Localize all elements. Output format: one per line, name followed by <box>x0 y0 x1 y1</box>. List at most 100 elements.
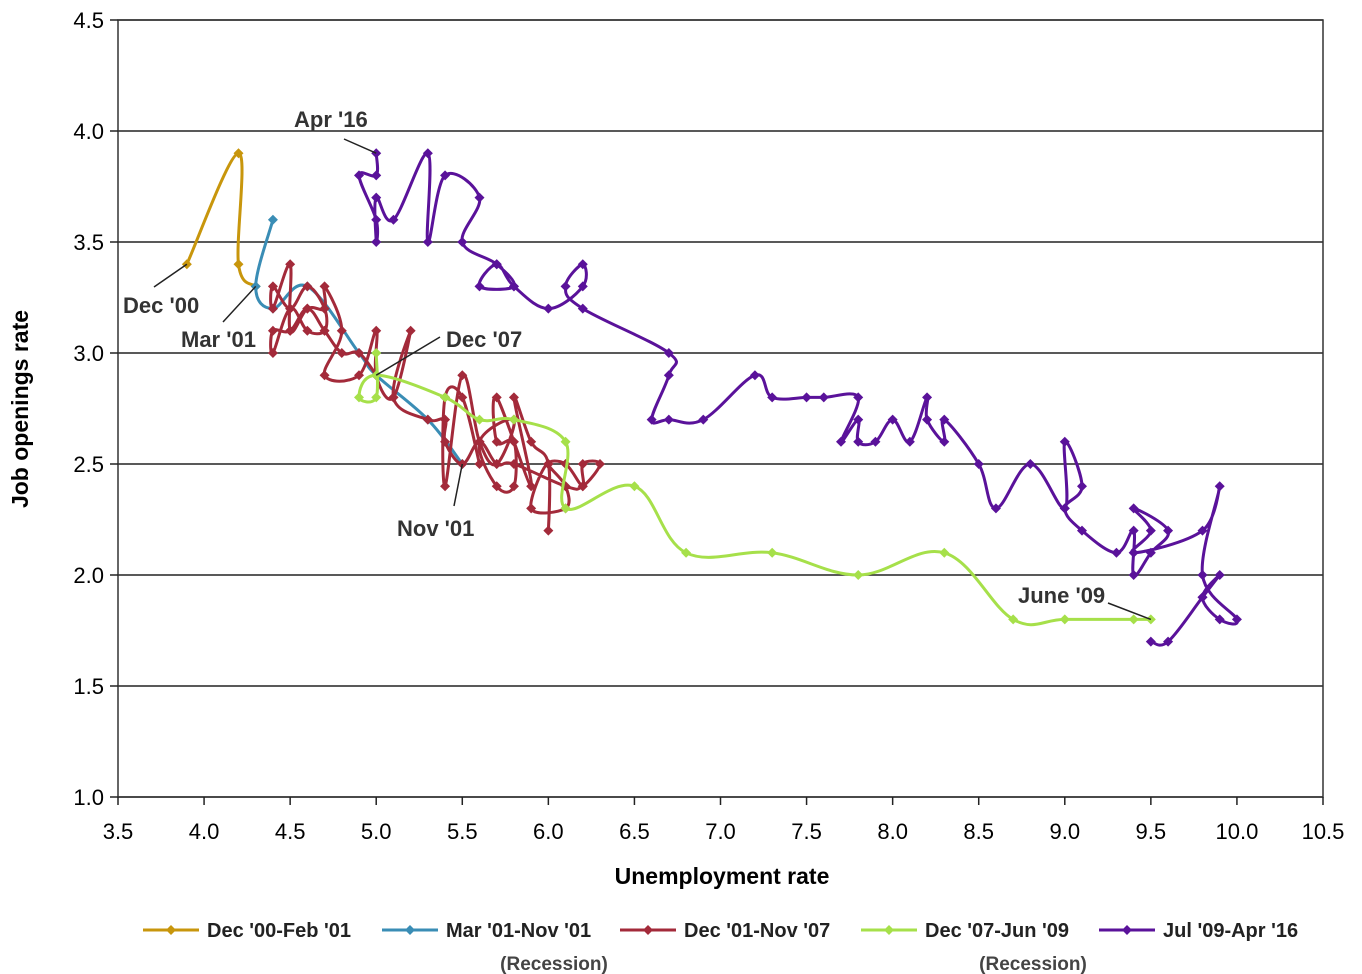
legend-swatch-marker <box>884 925 894 935</box>
data-point-marker <box>1128 547 1139 558</box>
data-point-marker <box>853 436 864 447</box>
data-point-marker <box>1197 525 1208 536</box>
x-tick-label: 4.0 <box>189 819 220 844</box>
x-axis: 3.5 4.0 4.5 5.0 5.5 6.0 6.5 7.0 7.5 8.0 8.5 9.0 9.5 1… <box>103 797 1344 844</box>
data-point-marker <box>440 436 451 447</box>
data-point-marker <box>267 281 278 292</box>
data-point-marker <box>1214 570 1225 580</box>
data-point-marker <box>767 392 778 403</box>
data-point-marker <box>1077 481 1087 492</box>
data-point-marker <box>371 392 382 403</box>
data-point-marker <box>302 325 313 336</box>
data-point-marker <box>577 303 588 314</box>
data-point-marker <box>1059 614 1070 625</box>
data-point-marker <box>405 325 416 336</box>
data-point-marker <box>371 192 382 203</box>
data-point-marker <box>681 547 692 558</box>
data-point-marker <box>422 414 433 425</box>
data-point-marker <box>319 325 330 336</box>
data-point-marker <box>595 459 605 469</box>
data-point-marker <box>1128 503 1139 514</box>
legend-item: Jul '09-Apr '16 <box>1099 920 1298 942</box>
y-tick-label: 2.0 <box>73 563 104 588</box>
annotation-label: Dec '07 <box>446 327 522 352</box>
data-point-marker <box>801 392 812 403</box>
data-point-marker <box>577 259 588 270</box>
data-point-marker <box>1059 436 1070 447</box>
data-point-marker <box>457 392 468 403</box>
legend-item: Mar '01-Nov '01 (Recession) <box>382 920 608 974</box>
data-point-marker <box>457 370 468 381</box>
gridlines <box>118 19 1323 798</box>
data-point-marker <box>1197 570 1208 580</box>
legend-swatch-marker <box>166 925 176 935</box>
data-point-marker <box>1128 614 1139 625</box>
data-point-marker <box>422 148 433 159</box>
series-line <box>269 262 602 533</box>
data-point-marker <box>560 503 571 514</box>
legend-swatch-marker <box>405 925 415 935</box>
data-point-marker <box>302 303 313 314</box>
data-point-marker <box>629 481 640 492</box>
y-tick-label: 1.5 <box>73 674 104 699</box>
data-point-marker <box>354 348 364 358</box>
data-point-marker <box>1145 636 1156 647</box>
data-point-marker <box>491 459 502 469</box>
y-tick-label: 1.0 <box>73 785 104 810</box>
x-tick-label: 5.0 <box>361 819 392 844</box>
data-point-marker <box>922 392 933 403</box>
x-tick-label: 9.0 <box>1049 819 1080 844</box>
data-point-marker <box>560 281 571 292</box>
annotation-leader <box>153 263 188 288</box>
data-point-marker <box>285 303 296 314</box>
data-point-marker <box>440 392 451 403</box>
series-3 <box>267 259 605 536</box>
x-tick-label: 5.5 <box>447 819 478 844</box>
data-point-marker <box>853 570 864 580</box>
data-point-marker <box>371 348 382 358</box>
data-point-marker <box>1145 547 1156 558</box>
data-point-marker <box>371 170 382 181</box>
x-tick-label: 10.0 <box>1216 819 1259 844</box>
data-point-marker <box>474 459 485 469</box>
data-point-marker <box>646 414 657 425</box>
data-point-marker <box>1077 525 1087 536</box>
data-point-marker <box>698 414 709 425</box>
annotations: Dec '00 Mar '01 Dec '07 Nov '01 Apr '16 June … <box>123 107 1152 621</box>
data-point-marker <box>388 214 399 225</box>
data-point-marker <box>336 348 347 358</box>
annotation-label: June '09 <box>1018 583 1105 608</box>
data-point-marker <box>526 503 537 514</box>
data-point-marker <box>267 325 278 336</box>
data-point-marker <box>870 436 881 447</box>
data-point-marker <box>767 547 778 558</box>
y-tick-label: 4.5 <box>73 8 104 33</box>
data-point-marker <box>1145 525 1156 536</box>
x-tick-label: 8.0 <box>877 819 908 844</box>
data-point-marker <box>904 436 915 447</box>
data-point-marker <box>560 436 571 447</box>
legend-sublabel: (Recession) <box>979 954 1087 974</box>
series-2 <box>250 214 468 469</box>
data-point-marker <box>474 192 485 203</box>
legend-swatch-marker <box>643 925 653 935</box>
data-point-marker <box>233 259 244 270</box>
data-point-marker <box>440 481 451 492</box>
data-point-marker <box>543 525 554 536</box>
data-point-marker <box>1128 525 1139 536</box>
x-tick-label: 7.5 <box>791 819 822 844</box>
legend-label: Mar '01-Nov '01 <box>446 920 591 942</box>
data-point-marker <box>354 170 364 181</box>
y-axis-title: Job openings rate <box>7 310 33 508</box>
y-axis: 1.0 1.5 2.0 2.5 3.0 3.5 4.0 4.5 <box>73 8 118 810</box>
annotation-leader <box>375 336 441 376</box>
series-layer <box>181 148 1242 647</box>
data-point-marker <box>508 414 519 425</box>
data-point-marker <box>267 214 278 225</box>
y-tick-label: 3.0 <box>73 341 104 366</box>
data-point-marker <box>508 481 519 492</box>
data-point-marker <box>939 414 950 425</box>
data-point-marker <box>440 414 451 425</box>
data-point-marker <box>526 436 537 447</box>
data-point-marker <box>887 414 898 425</box>
